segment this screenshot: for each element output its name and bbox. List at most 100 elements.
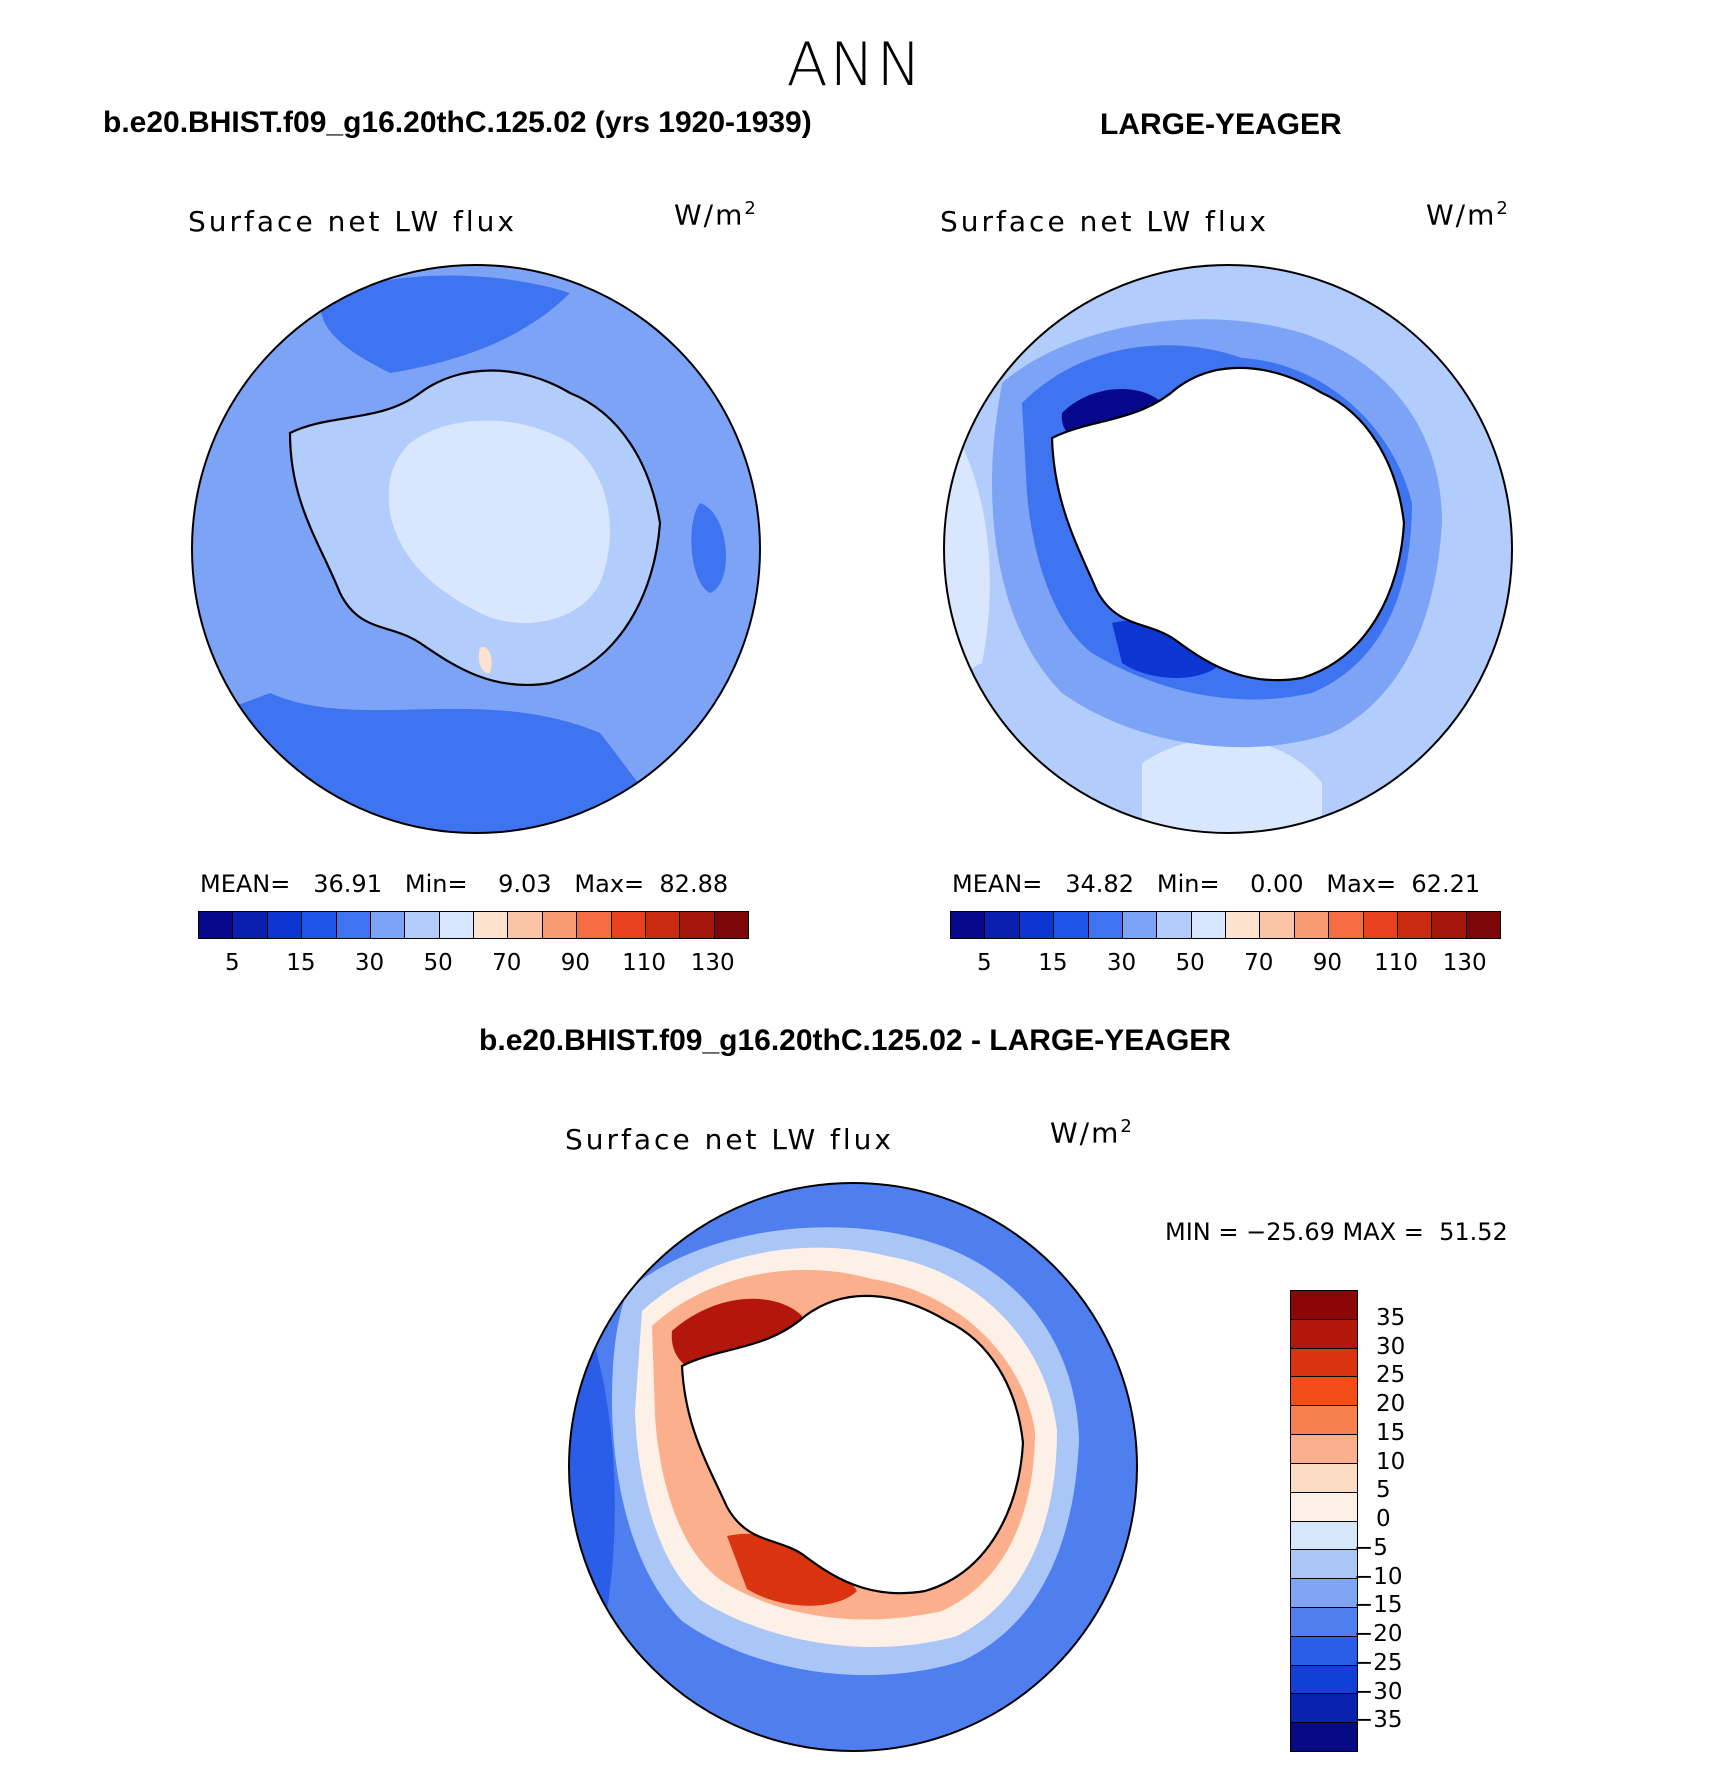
panel2-colorbar-swatch bbox=[1088, 912, 1123, 938]
panel1-colorbar-swatch bbox=[611, 912, 646, 938]
panel1-mean-label: MEAN= bbox=[200, 870, 291, 898]
panel1-units: W/m2 bbox=[674, 198, 758, 231]
panel3-colorbar-swatch bbox=[1291, 1607, 1357, 1637]
panel3-colorbar-swatch bbox=[1291, 1636, 1357, 1666]
panel1-colorbar-swatch bbox=[233, 912, 268, 938]
panel2-colorbar-tick: 110 bbox=[1374, 950, 1419, 976]
panel1-colorbar-ticks: 5 15 30 50 70 90 110 130 bbox=[198, 950, 747, 980]
panel1-region-ocean-north bbox=[320, 275, 570, 373]
panel3-colorbar-swatch bbox=[1291, 1492, 1357, 1522]
panel2-max: 62.21 bbox=[1411, 870, 1481, 898]
panel2-colorbar-swatch bbox=[1122, 912, 1158, 938]
panel2-units: W/m2 bbox=[1426, 198, 1510, 231]
panel1-colorbar bbox=[198, 911, 749, 939]
panel3-colorbar-tick: 15 bbox=[1376, 1419, 1406, 1446]
panel2-variable: Surface net LW flux bbox=[940, 205, 1269, 238]
panel1-colorbar-swatch bbox=[267, 912, 303, 938]
panel1-coastline bbox=[288, 369, 662, 687]
panel3-colorbar-tick: −20 bbox=[1354, 1621, 1403, 1647]
panel2-colorbar-tick: 70 bbox=[1244, 950, 1274, 976]
panel3-min-max: MIN = −25.69 MAX = 51.52 bbox=[1165, 1218, 1508, 1246]
panel2-region-light-west bbox=[944, 413, 990, 683]
panel2-colorbar-swatch bbox=[1363, 912, 1398, 938]
panel3-colorbar-swatch bbox=[1291, 1579, 1357, 1608]
panel1-colorbar-tick: 5 bbox=[224, 950, 240, 976]
panel3-colorbar-swatch bbox=[1291, 1521, 1357, 1551]
panel3-region-continent bbox=[682, 1295, 1023, 1594]
panel2-colorbar-swatch bbox=[1432, 912, 1467, 938]
panel3-colorbar-swatch bbox=[1291, 1550, 1357, 1580]
panel2-mean: 34.82 bbox=[1065, 870, 1134, 898]
panel2-colorbar bbox=[950, 911, 1501, 939]
panel2-colorbar-swatch bbox=[1191, 912, 1226, 938]
panel1-polar-map bbox=[191, 264, 761, 834]
panel2-colorbar-swatch bbox=[1329, 912, 1364, 938]
panel2-colorbar-ticks: 5 15 30 50 70 90 110 130 bbox=[950, 950, 1499, 980]
panel1-colorbar-tick: 110 bbox=[622, 950, 667, 976]
panel1-mean: 36.91 bbox=[313, 870, 382, 898]
panel2-min: 0.00 bbox=[1250, 870, 1304, 898]
panel3-region-ross-max bbox=[727, 1533, 857, 1606]
panel2-colorbar-swatch bbox=[1019, 912, 1055, 938]
panel2-region-ross-dark bbox=[1112, 620, 1222, 678]
panel1-colorbar-swatch bbox=[714, 912, 748, 938]
panel1-min: 9.03 bbox=[498, 870, 552, 898]
panel3-colorbar-tick: 5 bbox=[1376, 1477, 1391, 1504]
panel3-colorbar-swatch bbox=[1291, 1665, 1357, 1695]
panel1-colorbar-swatch bbox=[336, 912, 371, 938]
panel1-region-ross-spot bbox=[478, 647, 492, 674]
panel3-colorbar-swatch bbox=[1291, 1694, 1357, 1724]
panel2-coastline bbox=[1050, 366, 1406, 682]
panel3-units-base: W/m bbox=[1050, 1116, 1121, 1150]
panel2-region-continent bbox=[1052, 367, 1404, 681]
panel2-colorbar-tick: 30 bbox=[1106, 950, 1137, 976]
panel1-colorbar-swatch bbox=[439, 912, 474, 938]
panel3-colorbar-tick: −25 bbox=[1354, 1649, 1403, 1676]
panel3-variable: Surface net LW flux bbox=[565, 1123, 894, 1156]
panel2-mean-label: MEAN= bbox=[952, 870, 1043, 898]
panel2-stats: MEAN= 34.82 Min= 0.00 Max= 62.21 bbox=[952, 870, 1480, 898]
panel3-units: W/m2 bbox=[1050, 1116, 1134, 1149]
panel1-region-ocean-east bbox=[691, 503, 727, 593]
panel3-colorbar-tick: −30 bbox=[1354, 1678, 1403, 1705]
panel1-colorbar-tick: 130 bbox=[690, 950, 735, 976]
panel3-colorbar-swatch bbox=[1291, 1406, 1357, 1436]
panel3-colorbar-tick: 20 bbox=[1376, 1391, 1406, 1417]
panel3-colorbar bbox=[1290, 1290, 1358, 1752]
panel1-colorbar-tick: 90 bbox=[560, 950, 591, 976]
panel1-region-antarctic-interior bbox=[388, 420, 610, 623]
panel2-colorbar-swatch bbox=[1157, 912, 1192, 938]
panel1-max: 82.88 bbox=[659, 870, 729, 898]
panel3-colorbar-swatch bbox=[1291, 1291, 1357, 1320]
panel3-colorbar-tick: 0 bbox=[1376, 1506, 1391, 1532]
panel1-colorbar-tick: 30 bbox=[354, 950, 385, 976]
panel1-colorbar-swatch bbox=[577, 912, 612, 938]
panel3-coastline bbox=[680, 1294, 1025, 1595]
panel2-colorbar-tick: 90 bbox=[1312, 950, 1343, 976]
panel1-colorbar-swatch bbox=[645, 912, 681, 938]
panel3-colorbar-tick: 30 bbox=[1376, 1333, 1406, 1360]
panel1-colorbar-swatch bbox=[508, 912, 543, 938]
panel1-colorbar-tick: 15 bbox=[286, 950, 316, 976]
panel3-polar-map bbox=[568, 1182, 1138, 1752]
panel3-units-exp: 2 bbox=[1120, 1116, 1134, 1137]
panel1-colorbar-swatch bbox=[680, 912, 715, 938]
panel3-colorbar-swatch bbox=[1291, 1348, 1357, 1378]
panel3-colorbar-ticks: 35 30 25 20 15 10 5 0 −5 −10 −15 −20 −25 −30 −35 bbox=[1354, 1290, 1488, 1750]
panel1-units-exp: 2 bbox=[744, 198, 758, 219]
panel1-min-label: Min= bbox=[404, 870, 468, 898]
panel2-units-base: W/m bbox=[1426, 198, 1497, 232]
season-title: ANN bbox=[786, 30, 924, 100]
panel3-colorbar-tick: 35 bbox=[1376, 1304, 1406, 1331]
panel1-colorbar-swatch bbox=[474, 912, 509, 938]
panel2-max-label: Max= bbox=[1326, 870, 1397, 898]
panel2-case-title: LARGE-YEAGER bbox=[1100, 108, 1342, 141]
panel1-case-title: b.e20.BHIST.f09_g16.20thC.125.02 (yrs 19… bbox=[103, 106, 812, 139]
panel3-colorbar-swatch bbox=[1291, 1463, 1357, 1493]
panel3-colorbar-tick: −10 bbox=[1354, 1563, 1403, 1590]
panel2-colorbar-swatch bbox=[1226, 912, 1261, 938]
panel3-case-title: b.e20.BHIST.f09_g16.20thC.125.02 - LARGE… bbox=[479, 1024, 1231, 1057]
panel1-colorbar-swatch bbox=[302, 912, 337, 938]
panel2-min-label: Min= bbox=[1156, 870, 1220, 898]
panel3-colorbar-tick: −35 bbox=[1354, 1707, 1403, 1734]
